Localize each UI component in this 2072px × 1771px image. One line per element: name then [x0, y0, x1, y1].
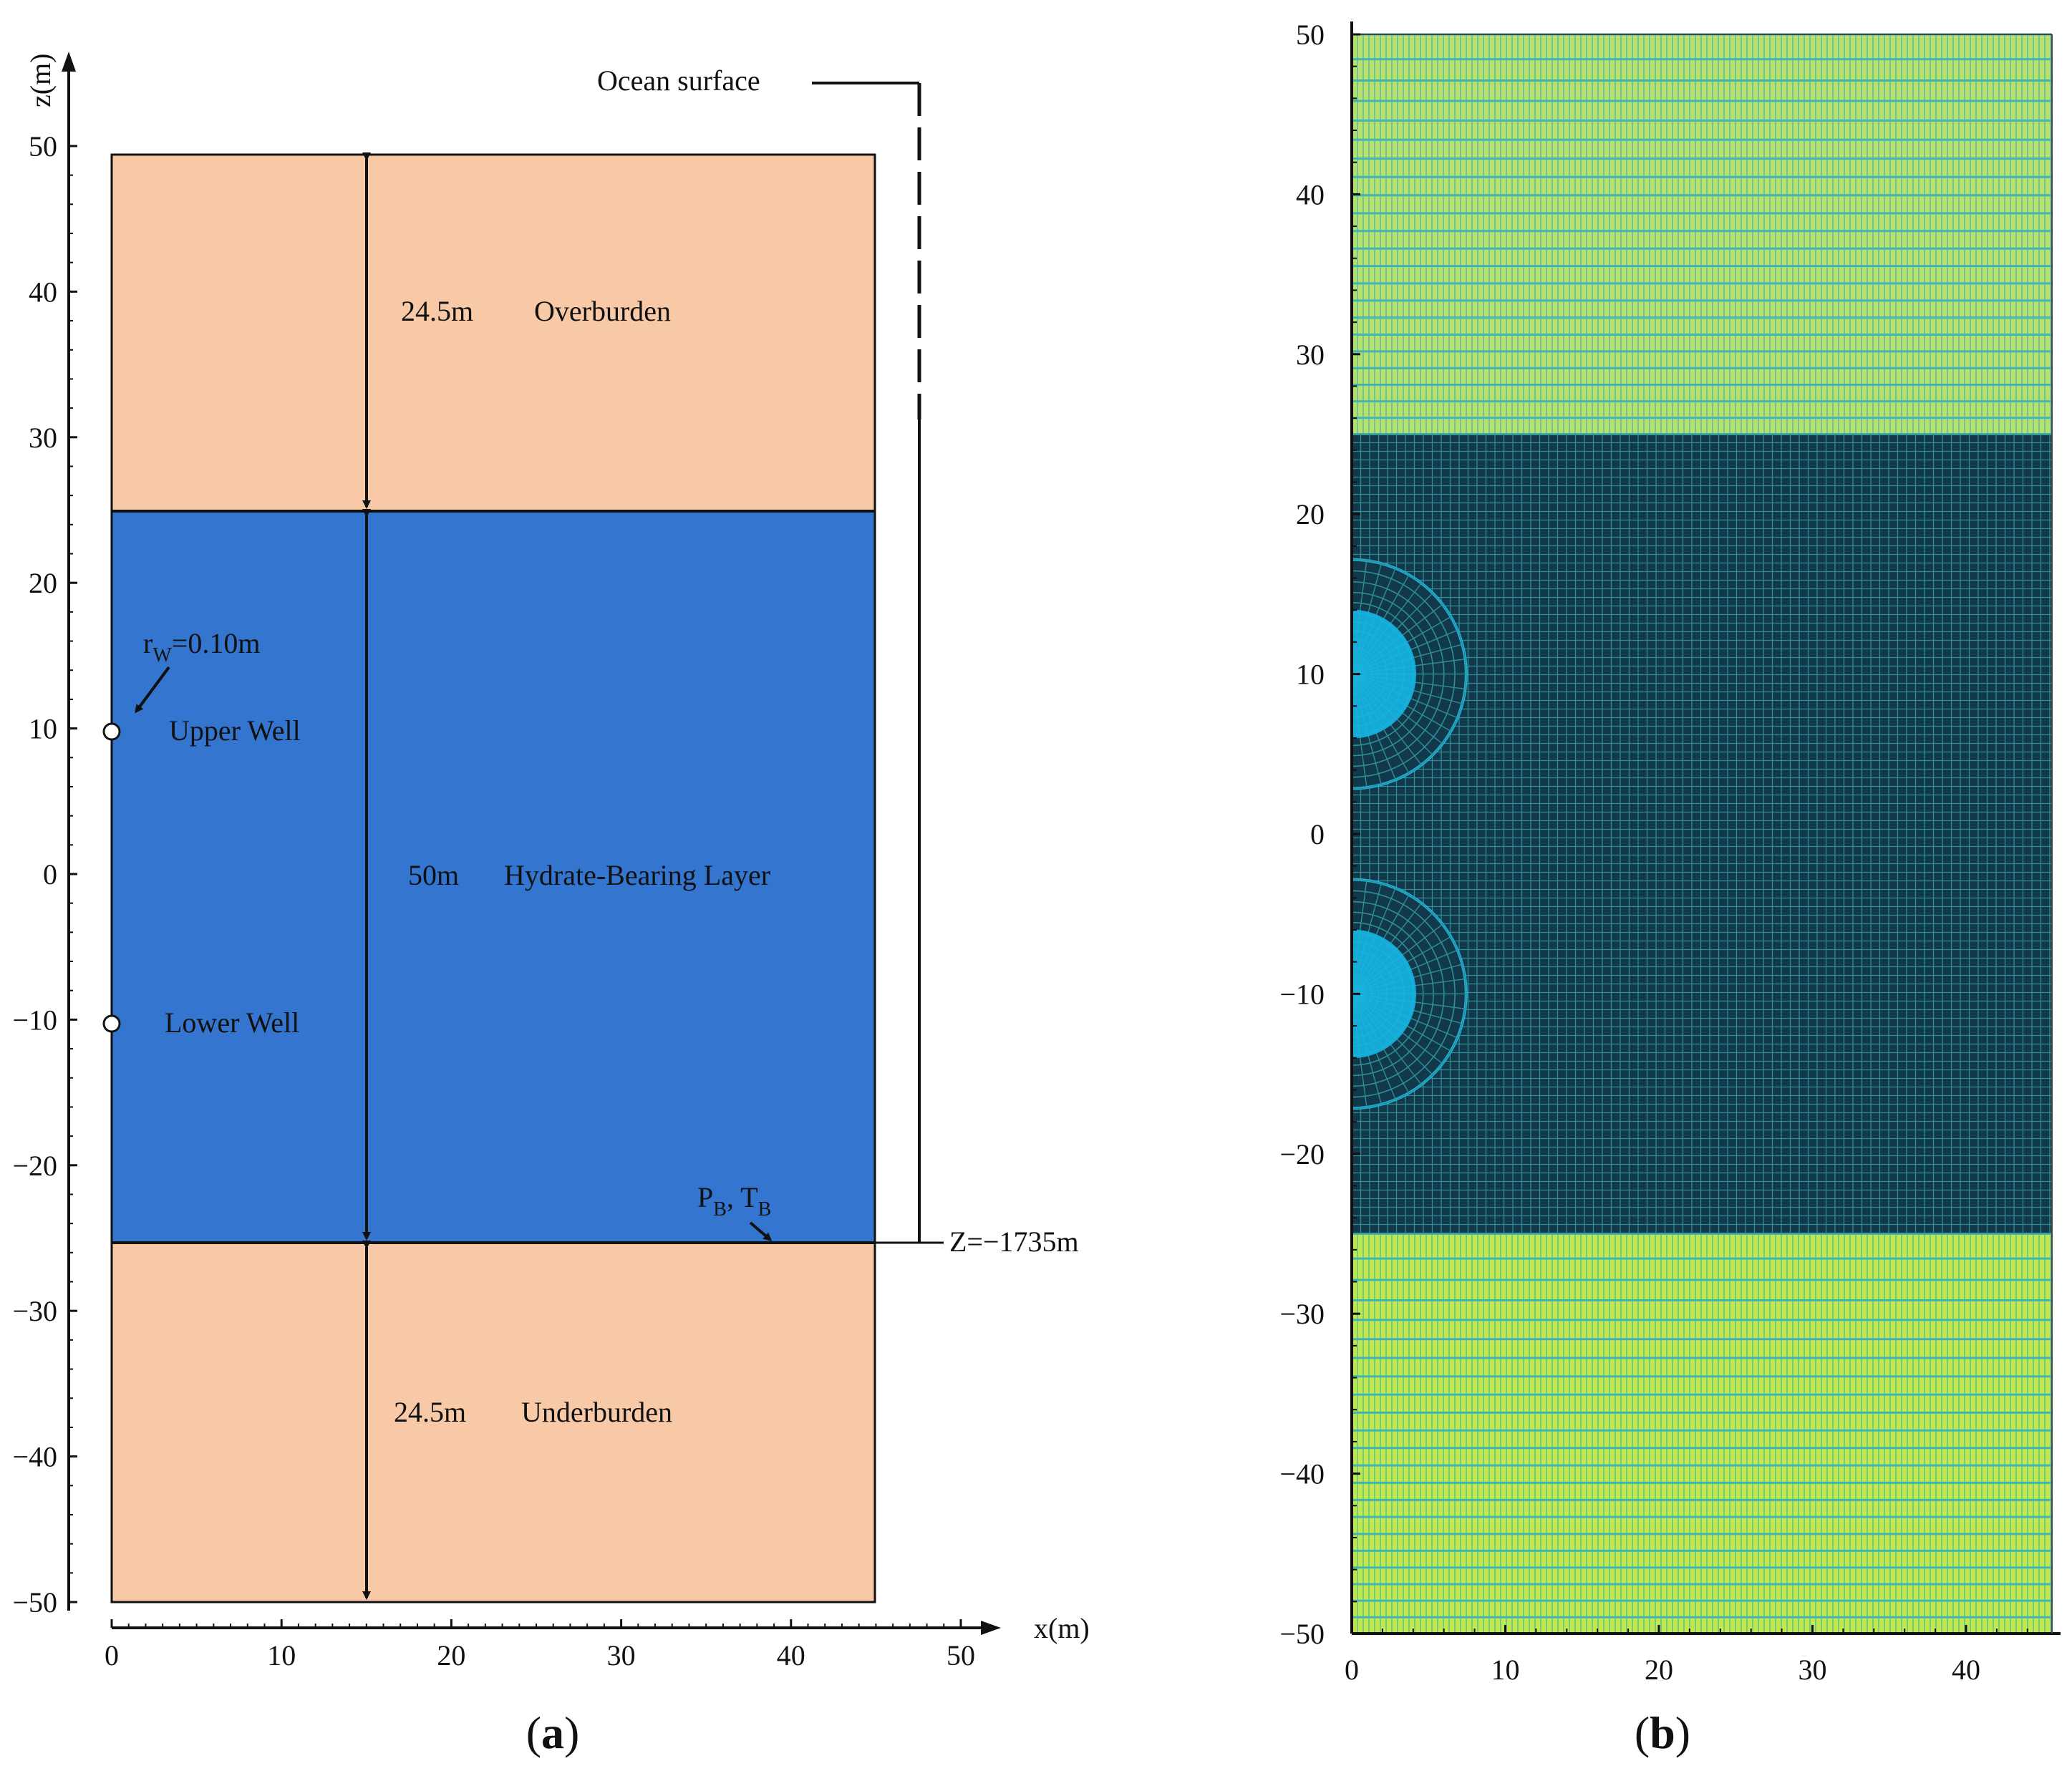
z-tick-label: 0 [43, 858, 57, 891]
b-z-tick-label: 30 [1296, 339, 1325, 371]
underburden-name: Underburden [521, 1396, 672, 1428]
x-tick-label: 50 [947, 1639, 975, 1671]
x-tick-label: 20 [437, 1639, 465, 1671]
b-x-tick-label: 20 [1645, 1654, 1673, 1686]
b-z-tick-label: −10 [1279, 978, 1325, 1010]
b-z-tick-label: −30 [1279, 1298, 1325, 1330]
well-radius-label: rW=0.10m [143, 627, 260, 666]
b-z-tick-label: 0 [1310, 818, 1325, 850]
b-x-tick-label: 10 [1491, 1654, 1520, 1686]
z-tick-label: −10 [12, 1004, 57, 1036]
boundary-pointer [749, 1221, 773, 1241]
upper-well-refinement [1350, 558, 1468, 790]
z-tick-label: 40 [29, 276, 57, 308]
z-tick-label: −20 [12, 1150, 57, 1182]
lower-well-marker [102, 1014, 121, 1033]
b-z-axis-ticks: 50 40 30 20 10 0 −10 −20 −30 −40 −50 [1279, 19, 1360, 1650]
underburden-thickness: 24.5m [394, 1396, 466, 1428]
hydrate-bearing-layer [110, 510, 876, 1244]
depth-label: Z=−1735m [949, 1226, 1079, 1258]
upper-well-label: Upper Well [169, 714, 301, 747]
upper-well-marker [102, 722, 121, 741]
overburden-name: Overburden [534, 295, 671, 327]
b-z-tick-label: −40 [1279, 1458, 1325, 1490]
panel-a-label: (a) [526, 1707, 580, 1758]
panel-a: z(m) 50 40 30 20 10 0 −10 −20 −30 −40 −50 x(m) 0 10… [12, 52, 1090, 1758]
x-axis-ticks: 0 10 20 30 40 50 [105, 1619, 975, 1671]
z-axis-ticks: 50 40 30 20 10 0 −10 −20 −30 −40 −50 [12, 130, 77, 1619]
underburden-layer [110, 1241, 876, 1603]
panel-b: 50 40 30 20 10 0 −10 −20 −30 −40 −50 0 10 20 30 40 (b) [1279, 19, 2061, 1758]
overburden-layer [110, 153, 876, 513]
x-axis-arrowhead [981, 1621, 1001, 1635]
b-x-axis-ticks: 0 10 20 30 40 [1345, 1625, 2028, 1686]
boundary-conditions-label: PB, TB [697, 1181, 771, 1221]
z-axis-arrowhead [62, 52, 76, 72]
z-tick-label: −30 [12, 1295, 57, 1327]
b-z-tick-label: 10 [1296, 659, 1325, 691]
x-tick-label: 10 [267, 1639, 296, 1671]
well-radius-pointer [135, 666, 170, 714]
b-x-tick-label: 30 [1799, 1654, 1827, 1686]
x-axis-title: x(m) [1034, 1612, 1090, 1644]
lower-well-label: Lower Well [165, 1006, 299, 1039]
b-z-tick-label: 50 [1296, 19, 1325, 51]
z-tick-label: −40 [12, 1441, 57, 1473]
z-tick-label: 50 [29, 130, 57, 162]
z-tick-label: 10 [29, 713, 57, 745]
overburden-thickness: 24.5m [401, 295, 473, 327]
well-core [1352, 929, 1416, 1059]
b-z-tick-label: 20 [1296, 498, 1325, 530]
hydrate-thickness: 50m [408, 859, 459, 891]
lower-well-refinement [1350, 878, 1468, 1110]
mesh-grid [1350, 33, 2052, 1635]
panel-b-label: (b) [1635, 1707, 1690, 1758]
b-x-tick-label: 40 [1952, 1654, 1980, 1686]
z-axis-title: z(m) [24, 53, 57, 107]
ocean-surface-label: Ocean surface [597, 64, 760, 97]
x-tick-label: 40 [777, 1639, 805, 1671]
x-tick-label: 30 [607, 1639, 636, 1671]
x-tick-label: 0 [105, 1639, 119, 1671]
hydrate-name: Hydrate-Bearing Layer [504, 859, 770, 891]
b-x-tick-label: 0 [1345, 1654, 1359, 1686]
b-z-tick-label: 40 [1296, 178, 1325, 210]
well-core [1352, 609, 1416, 739]
b-z-tick-label: −20 [1279, 1138, 1325, 1170]
z-tick-label: 20 [29, 567, 57, 599]
z-tick-label: 30 [29, 422, 57, 454]
z-tick-label: −50 [12, 1586, 57, 1619]
b-z-tick-label: −50 [1279, 1618, 1325, 1650]
